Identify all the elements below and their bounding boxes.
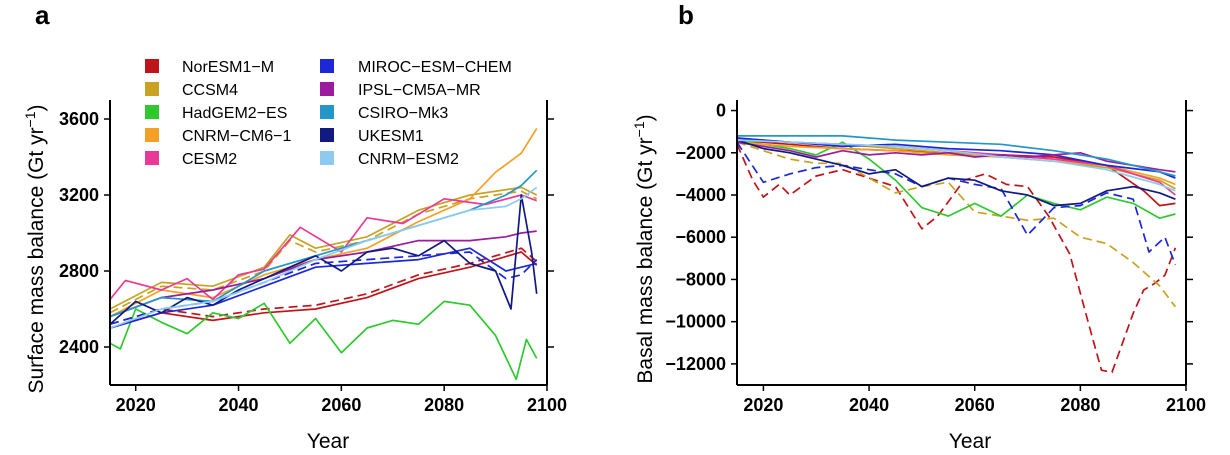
panel-a-letter: a [35,0,50,30]
panel-b-letter: b [678,0,694,30]
legend-swatch-hadgem2-es [145,105,159,119]
panel-b-y-tick-label: 0 [716,101,726,121]
panel-a-x-tick-label: 2080 [424,395,464,415]
panel-b-y-tick-label: −8000 [675,269,726,289]
legend-swatch-cnrm-cm6-1 [145,128,159,142]
legend-label-csiro-mk3: CSIRO−Mk3 [358,105,448,122]
panel-a-series-line-0 [109,251,538,329]
legend-label-miroc-esm-chem: MIROC−ESM−CHEM [358,59,512,76]
panel-b-series-line-3 [736,141,1177,308]
legend-swatch-ipsl-cm5a-mr [320,82,334,96]
panel-b-y-axis-title: Basal mass balance (Gt yr−1) [631,114,657,383]
panel-a-series-line-1 [109,247,538,326]
panel-b-series-line-9 [736,141,1176,173]
legend-label-cnrm-esm2: CNRM−ESM2 [358,151,459,168]
legend-label-ccsm4: CCSM4 [182,82,238,99]
panel-a-x-tick-label: 2020 [116,395,156,415]
legend-swatch-ukesm1 [320,128,334,142]
panel-b-y-tick-label: −12000 [665,354,726,374]
legend-swatch-ccsm4 [145,82,159,96]
panel-b-series-line-11 [736,139,1176,207]
legend-label-cnrm-cm6-1: CNRM−CM6−1 [182,128,291,145]
panel-b-y-tick-label: −4000 [675,185,726,205]
panel-a-y-axis-title: Surface mass balance (Gt yr−1) [22,104,48,393]
legend-swatch-cesm2 [145,151,159,165]
panel-a-x-axis-title: Year [307,430,349,453]
panel-a: a Surface mass balance (Gt yr−1) Year 20… [22,0,567,453]
panel-b-axes: 2020 2040 2060 2080 2100 0 −2000 −4000 −6000 −800… [665,100,1206,415]
panel-b-x-tick-label: 2080 [1060,395,1100,415]
panel-a-series-line-3 [109,190,538,314]
panel-b-y-tick-label: −10000 [665,312,726,332]
panel-b-y-tick-label: −2000 [675,143,726,163]
panel-b-x-tick-label: 2100 [1166,395,1206,415]
legend-label-cesm2: CESM2 [182,151,237,168]
legend-label-ukesm1: UKESM1 [358,128,424,145]
panel-a-series-line-2 [109,186,538,310]
panel-a-series-line-10 [109,169,538,318]
panel-b-series-line-8 [736,141,1177,266]
legend-swatch-noresm1-m [145,59,159,73]
panel-a-series-line-11 [109,194,538,325]
legend-swatch-csiro-mk3 [320,105,334,119]
legend: NorESM1−M CCSM4 HadGEM2−ES CNRM−CM6−1 CE… [145,59,512,168]
panel-a-x-tick-label: 2100 [527,395,567,415]
legend-label-ipsl-cm5a-mr: IPSL−CM5A−MR [358,82,481,99]
panel-b-y-tick-label: −6000 [675,227,726,247]
panel-b-x-tick-label: 2060 [955,395,995,415]
panel-a-series-line-4 [109,300,538,381]
panel-a-x-tick-label: 2040 [219,395,259,415]
panel-a-y-tick-label: 3200 [59,185,99,205]
legend-label-noresm1-m: NorESM1−M [182,59,274,76]
panel-b-x-tick-label: 2020 [743,395,783,415]
panel-a-y-tick-label: 3600 [59,109,99,129]
panel-b-series-line-12 [736,139,1176,192]
legend-label-hadgem2-es: HadGEM2−ES [182,105,287,122]
panel-b-x-tick-label: 2040 [849,395,889,415]
panel-b-series-line-10 [737,135,1176,177]
panel-a-y-tick-label: 2400 [59,337,99,357]
panel-a-series-line-6 [109,194,537,301]
panel-a-series [109,128,538,381]
panel-b-series-line-0 [736,139,1176,207]
panel-b-series-line-1 [736,143,1177,374]
panel-b-series [736,135,1177,374]
panel-b-series-line-4 [736,139,1176,220]
panel-b-x-axis-title: Year [949,430,991,453]
panel-b: b Basal mass balance (Gt yr−1) Year 2020… [631,0,1206,453]
panel-b-series-line-5 [736,141,1176,186]
panel-a-y-tick-label: 2800 [59,261,99,281]
panel-b-series-line-7 [736,137,1176,179]
panel-a-x-tick-label: 2060 [321,395,361,415]
panel-a-axes: 2020 2040 2060 2080 2100 2400 2800 3200 3600 [59,100,567,415]
panel-a-series-line-7 [109,247,537,329]
panel-a-series-line-12 [109,186,538,329]
legend-swatch-cnrm-esm2 [320,151,334,165]
legend-swatch-miroc-esm-chem [320,59,334,73]
panel-a-series-line-5 [109,128,538,318]
